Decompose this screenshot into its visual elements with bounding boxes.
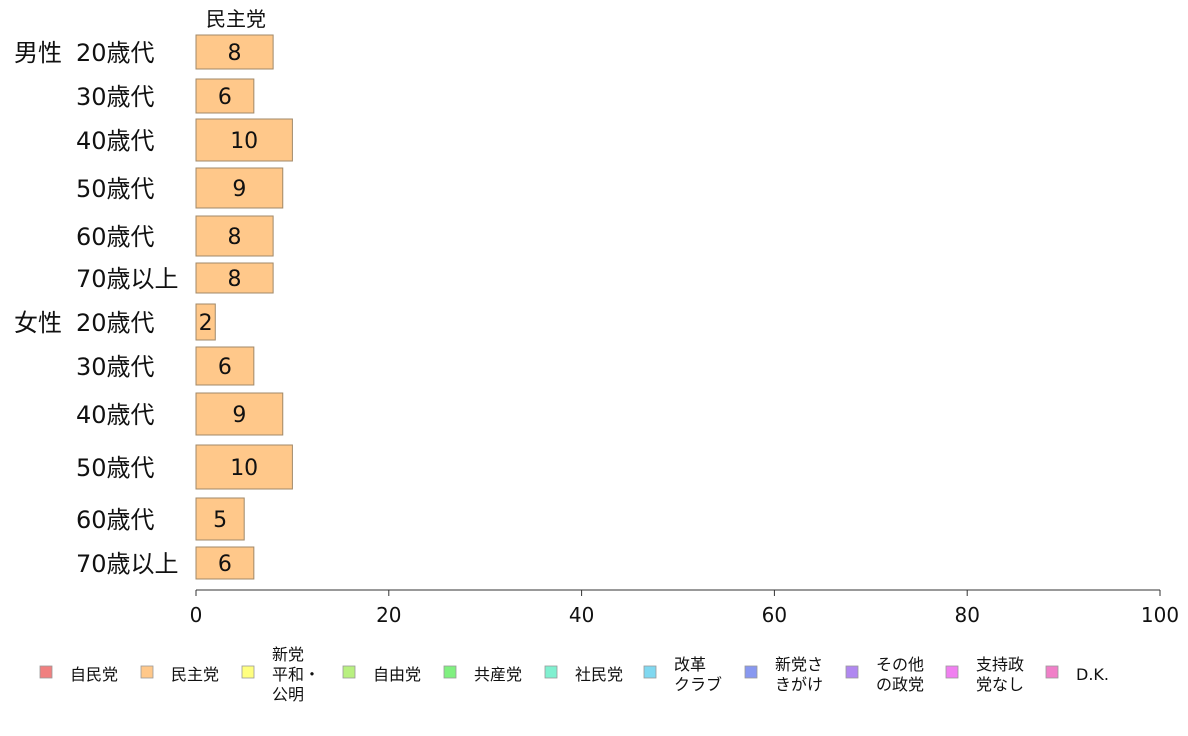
category-label: 20歳代 xyxy=(76,309,155,337)
bar-value-label: 10 xyxy=(230,456,258,481)
legend-label: きがけ xyxy=(775,675,823,694)
legend-label: 新党 xyxy=(272,645,304,664)
legend-label: その他 xyxy=(876,655,924,674)
bar-male-3 xyxy=(195,167,284,209)
bar-value-label: 6 xyxy=(218,355,232,380)
bar-value-label: 9 xyxy=(232,403,246,428)
bar-male-2 xyxy=(195,118,293,162)
category-label: 20歳代 xyxy=(76,39,155,67)
category-label: 60歳代 xyxy=(76,506,155,534)
bar-male-5 xyxy=(195,262,274,294)
category-label: 50歳代 xyxy=(76,454,155,482)
legend-label: 支持政 xyxy=(976,655,1024,674)
legend-swatch xyxy=(845,665,859,679)
category-label: 30歳代 xyxy=(76,83,155,111)
category-label: 50歳代 xyxy=(76,175,155,203)
bar-female-2 xyxy=(195,392,284,436)
legend-swatch xyxy=(1045,665,1059,679)
x-tick-label: 40 xyxy=(569,603,594,627)
category-label: 40歳代 xyxy=(76,127,155,155)
x-tick-label: 80 xyxy=(954,603,979,627)
bar-value-label: 2 xyxy=(199,311,213,336)
legend-label: 改革 xyxy=(674,655,706,674)
bar-value-label: 9 xyxy=(232,177,246,202)
category-label: 60歳代 xyxy=(76,223,155,251)
category-label: 70歳以上 xyxy=(76,550,179,578)
category-label: 30歳代 xyxy=(76,353,155,381)
series-header: 民主党 xyxy=(206,7,266,31)
legend-swatch xyxy=(39,665,53,679)
bar-value-label: 8 xyxy=(228,267,242,292)
legend-swatch xyxy=(643,665,657,679)
category-label: 40歳代 xyxy=(76,401,155,429)
x-tick-label: 20 xyxy=(376,603,401,627)
legend-swatch xyxy=(945,665,959,679)
group-label: 女性 xyxy=(14,309,62,337)
legend-swatch xyxy=(241,665,255,679)
legend-label: D.K. xyxy=(1076,665,1109,684)
bar-female-0 xyxy=(195,303,216,341)
legend-swatch xyxy=(140,665,154,679)
category-label: 70歳以上 xyxy=(76,265,179,293)
legend-swatch xyxy=(443,665,457,679)
x-axis: 0 20 40 60 80 100 xyxy=(190,589,1179,627)
legend-swatch xyxy=(544,665,558,679)
bar-female-4 xyxy=(195,497,245,541)
x-tick-label: 60 xyxy=(762,603,787,627)
legend-label: クラブ xyxy=(674,675,722,694)
bar-value-label: 8 xyxy=(228,41,242,66)
x-tick-label: 100 xyxy=(1141,603,1179,627)
bar-value-label: 6 xyxy=(218,85,232,110)
category-labels-layer: 20歳代男性30歳代40歳代50歳代60歳代70歳以上20歳代女性30歳代40歳… xyxy=(14,39,179,578)
x-tick-label: 0 xyxy=(190,603,203,627)
bar-value-label: 6 xyxy=(218,552,232,577)
legend-label: 自民党 xyxy=(70,665,118,684)
legend-label: 公明 xyxy=(272,685,304,704)
bar-male-4 xyxy=(195,215,274,257)
legend-label: 党なし xyxy=(976,675,1024,694)
bar-male-1 xyxy=(195,78,255,114)
bar-value-label: 5 xyxy=(213,508,227,533)
legend-label: 新党さ xyxy=(775,655,823,674)
bar-value-label: 10 xyxy=(230,129,258,154)
bar-female-3 xyxy=(195,444,293,490)
bar-male-0 xyxy=(195,34,274,70)
legend-label: 共産党 xyxy=(474,665,522,684)
legend-swatch xyxy=(342,665,356,679)
bar-female-1 xyxy=(195,346,255,386)
bar-value-label: 8 xyxy=(228,225,242,250)
legend-label: 社民党 xyxy=(575,665,623,684)
legend-label: 平和・ xyxy=(272,665,320,684)
legend-label: の政党 xyxy=(876,675,924,694)
legend-label: 自由党 xyxy=(373,665,421,684)
bar-female-5 xyxy=(195,546,255,580)
legend-swatch xyxy=(744,665,758,679)
group-label: 男性 xyxy=(14,39,62,67)
legend-label: 民主党 xyxy=(171,665,219,684)
